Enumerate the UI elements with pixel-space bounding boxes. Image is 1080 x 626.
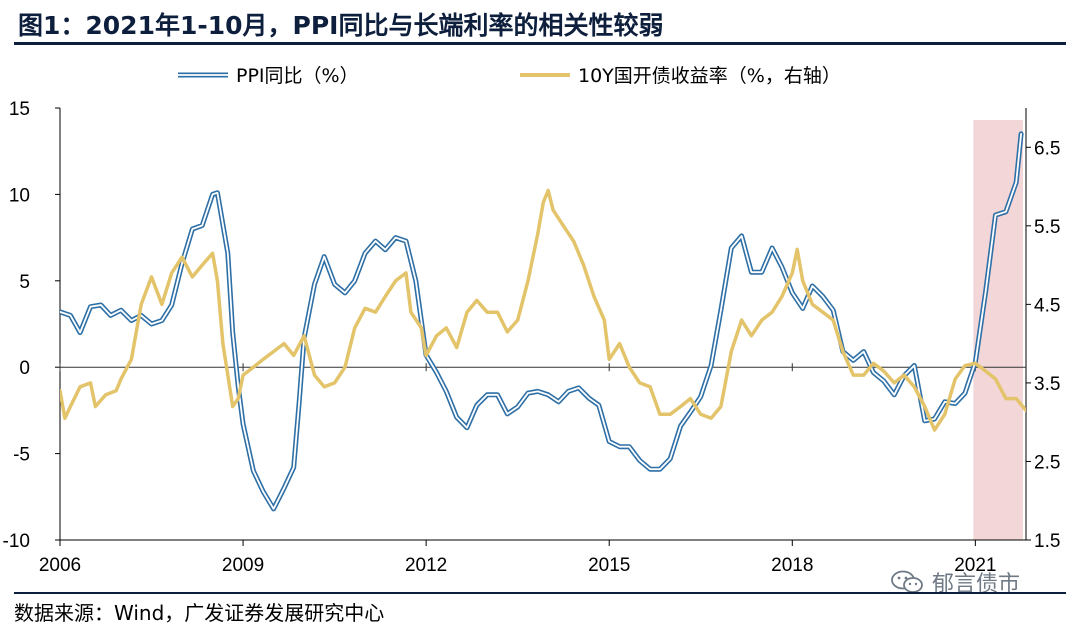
left-tick-label: 0 [19,358,30,379]
left-tick-label: -10 [3,531,30,552]
footer-divider [14,592,1066,594]
x-tick-label: 2021 [954,555,996,576]
left-tick-label: -5 [13,445,30,466]
series-layer [60,131,1026,512]
legend-item-yield: 10Y国开债收益率（%，右轴） [520,65,841,87]
legend: PPI同比（%） 10Y国开债收益率（%，右轴） [178,65,841,87]
title-divider [14,42,1066,45]
right-tick-label: 4.5 [1034,295,1060,316]
legend-item-ppi: PPI同比（%） [178,65,359,87]
legend-label-yield: 10Y国开债收益率（%，右轴） [578,65,841,87]
source-note: 数据来源：Wind，广发证券发展研究中心 [14,601,385,625]
x-tick-label: 2009 [222,555,264,576]
wechat-icon [891,570,923,593]
x-tick-label: 2006 [39,555,81,576]
x-tick-label: 2012 [405,555,447,576]
x-tick-label: 2018 [771,555,813,576]
chart-title: 图1：2021年1-10月，PPI同比与长端利率的相关性较弱 [18,11,664,40]
series-line-ppi-inner [60,133,1022,510]
legend-label-ppi: PPI同比（%） [236,65,359,87]
left-tick-label: 10 [9,185,30,206]
right-tick-label: 3.5 [1034,374,1060,395]
right-tick-label: 1.5 [1034,531,1060,552]
chart: 15 10 5 0 -5 -10 6.5 5.5 4.5 3.5 2.5 1.5 2006 2009 201… [3,65,1061,576]
right-tick-label: 5.5 [1034,217,1060,238]
left-tick-label: 5 [19,272,30,293]
left-tick-label: 15 [9,99,30,120]
right-tick-label: 6.5 [1034,138,1060,159]
series-line-ppi [60,131,1024,512]
series-line-yield [60,188,1026,432]
axes: 15 10 5 0 -5 -10 6.5 5.5 4.5 3.5 2.5 1.5 2006 2009 201… [3,99,1061,576]
right-tick-label: 2.5 [1034,452,1060,473]
x-tick-label: 2015 [588,555,630,576]
